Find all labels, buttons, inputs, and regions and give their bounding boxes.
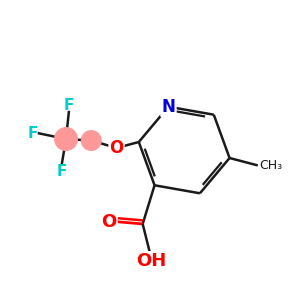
Text: CH₃: CH₃ (260, 159, 283, 172)
Text: F: F (64, 98, 74, 113)
Text: F: F (56, 164, 67, 178)
Text: N: N (161, 98, 176, 116)
Circle shape (81, 131, 101, 150)
Text: O: O (110, 139, 124, 157)
Text: OH: OH (136, 252, 167, 270)
Text: F: F (27, 126, 38, 141)
Text: O: O (101, 213, 117, 231)
Circle shape (55, 128, 77, 150)
